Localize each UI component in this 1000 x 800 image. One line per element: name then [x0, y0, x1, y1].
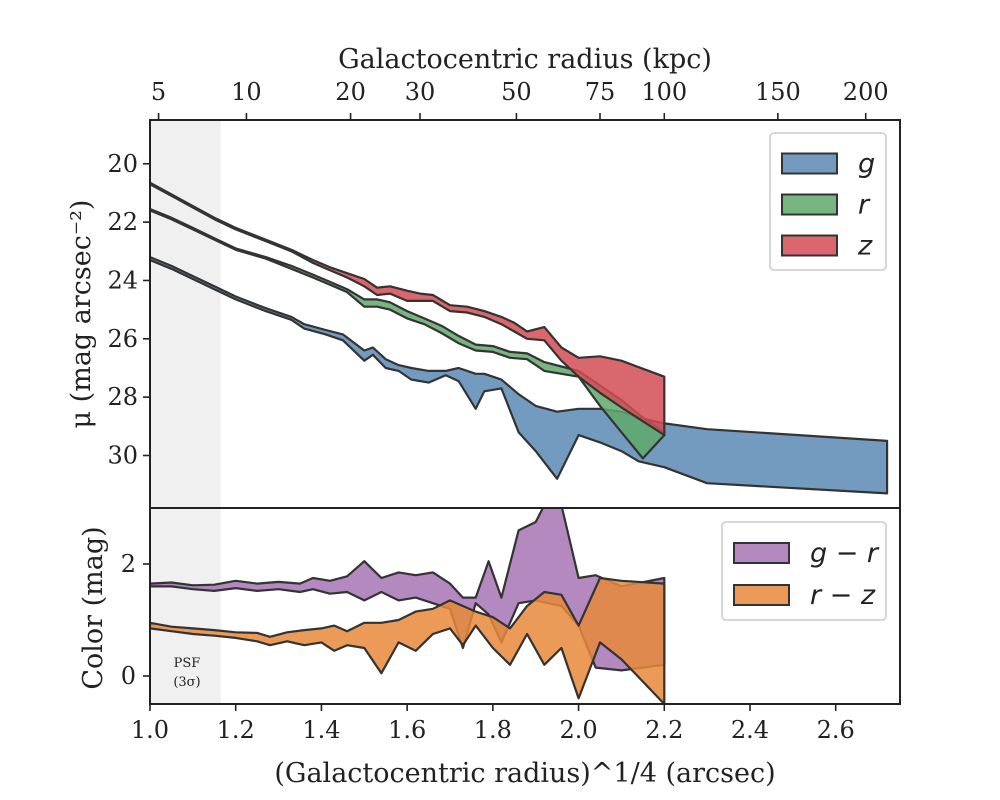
top-y-axis-label: μ (mag arcsec⁻²): [66, 200, 97, 429]
kpc-tick-label: 5: [151, 78, 166, 106]
kpc-tick-label: 30: [405, 78, 436, 106]
legend-label-r-z: r − z: [810, 580, 876, 611]
y-tick-label: 20: [107, 150, 138, 178]
kpc-tick-label: 20: [335, 78, 366, 106]
bottom-y-ticks: 02: [121, 550, 150, 690]
bottom-panel-frame: [149, 507, 901, 705]
top-y-ticks: 20 22 24 26 28 30: [107, 150, 150, 469]
x-tick-label: 2.6: [817, 716, 855, 744]
legend-swatch-r: [781, 193, 838, 216]
x-tick-label: 1.2: [217, 716, 255, 744]
top-x-ticks-kpc: 5 10 20 30 50 75 100 150 200: [151, 78, 889, 120]
legend-swatch-z: [781, 234, 838, 257]
series-band-g: [150, 256, 889, 495]
psf-band-bottom: [150, 508, 221, 704]
surface-brightness-panel: 20 22 24 26 28 30 5 10 20 30 50 75 100 150 200 Galact…: [66, 44, 901, 509]
kpc-tick-label: 200: [843, 78, 889, 106]
x-tick-label: 2.4: [731, 716, 769, 744]
y-tick-label: 0: [121, 662, 136, 690]
x-tick-label: 2.0: [559, 716, 597, 744]
psf-band-top: [150, 120, 221, 508]
legend-label-z: z: [857, 231, 873, 262]
y-tick-label: 24: [107, 266, 138, 294]
color-series: [150, 508, 666, 704]
kpc-tick-label: 75: [585, 78, 616, 106]
kpc-tick-label: 150: [755, 78, 801, 106]
kpc-tick-label: 10: [231, 78, 262, 106]
bottom-x-axis-label: (Galactocentric radius)^1/4 (arcsec): [274, 758, 775, 789]
psf-label-line1: PSF: [174, 656, 201, 671]
series-band-r-z: [150, 576, 666, 704]
legend-label-g-r: g − r: [810, 538, 880, 569]
kpc-tick-label: 50: [501, 78, 532, 106]
y-tick-label: 26: [107, 325, 138, 353]
y-tick-label: 28: [107, 383, 138, 411]
y-tick-label: 2: [121, 550, 136, 578]
psf-label-line2: (3σ): [173, 675, 200, 690]
legend-label-g: g: [858, 149, 875, 180]
x-tick-label: 1.4: [302, 716, 340, 744]
legend-swatch-g-r: [733, 542, 790, 564]
color-panel: 02 1.0 1.2 1.4 1.6 1.8 2.0 2.2 2.4 2.6 (Galactoc…: [78, 507, 901, 789]
surface-brightness-legend: grz: [769, 132, 887, 271]
color-legend: g − r r − z: [721, 521, 887, 621]
legend-swatch-r-z: [733, 584, 790, 606]
x-tick-label: 1.8: [474, 716, 512, 744]
top-axis-label: Galactocentric radius (kpc): [338, 44, 712, 75]
bottom-y-axis-label: Color (mag): [78, 526, 109, 689]
x-tick-label: 1.6: [388, 716, 426, 744]
x-tick-label: 1.0: [131, 716, 169, 744]
legend-swatch-g: [781, 152, 838, 175]
bottom-x-ticks: 1.0 1.2 1.4 1.6 1.8 2.0 2.2 2.4 2.6: [131, 704, 855, 744]
legend-label-r: r: [858, 190, 871, 221]
surface-brightness-series: [150, 181, 889, 495]
y-tick-label: 22: [107, 208, 138, 236]
x-tick-label: 2.2: [645, 716, 683, 744]
kpc-tick-label: 100: [641, 78, 687, 106]
y-tick-label: 30: [107, 441, 138, 469]
series-band-z: [150, 181, 666, 437]
